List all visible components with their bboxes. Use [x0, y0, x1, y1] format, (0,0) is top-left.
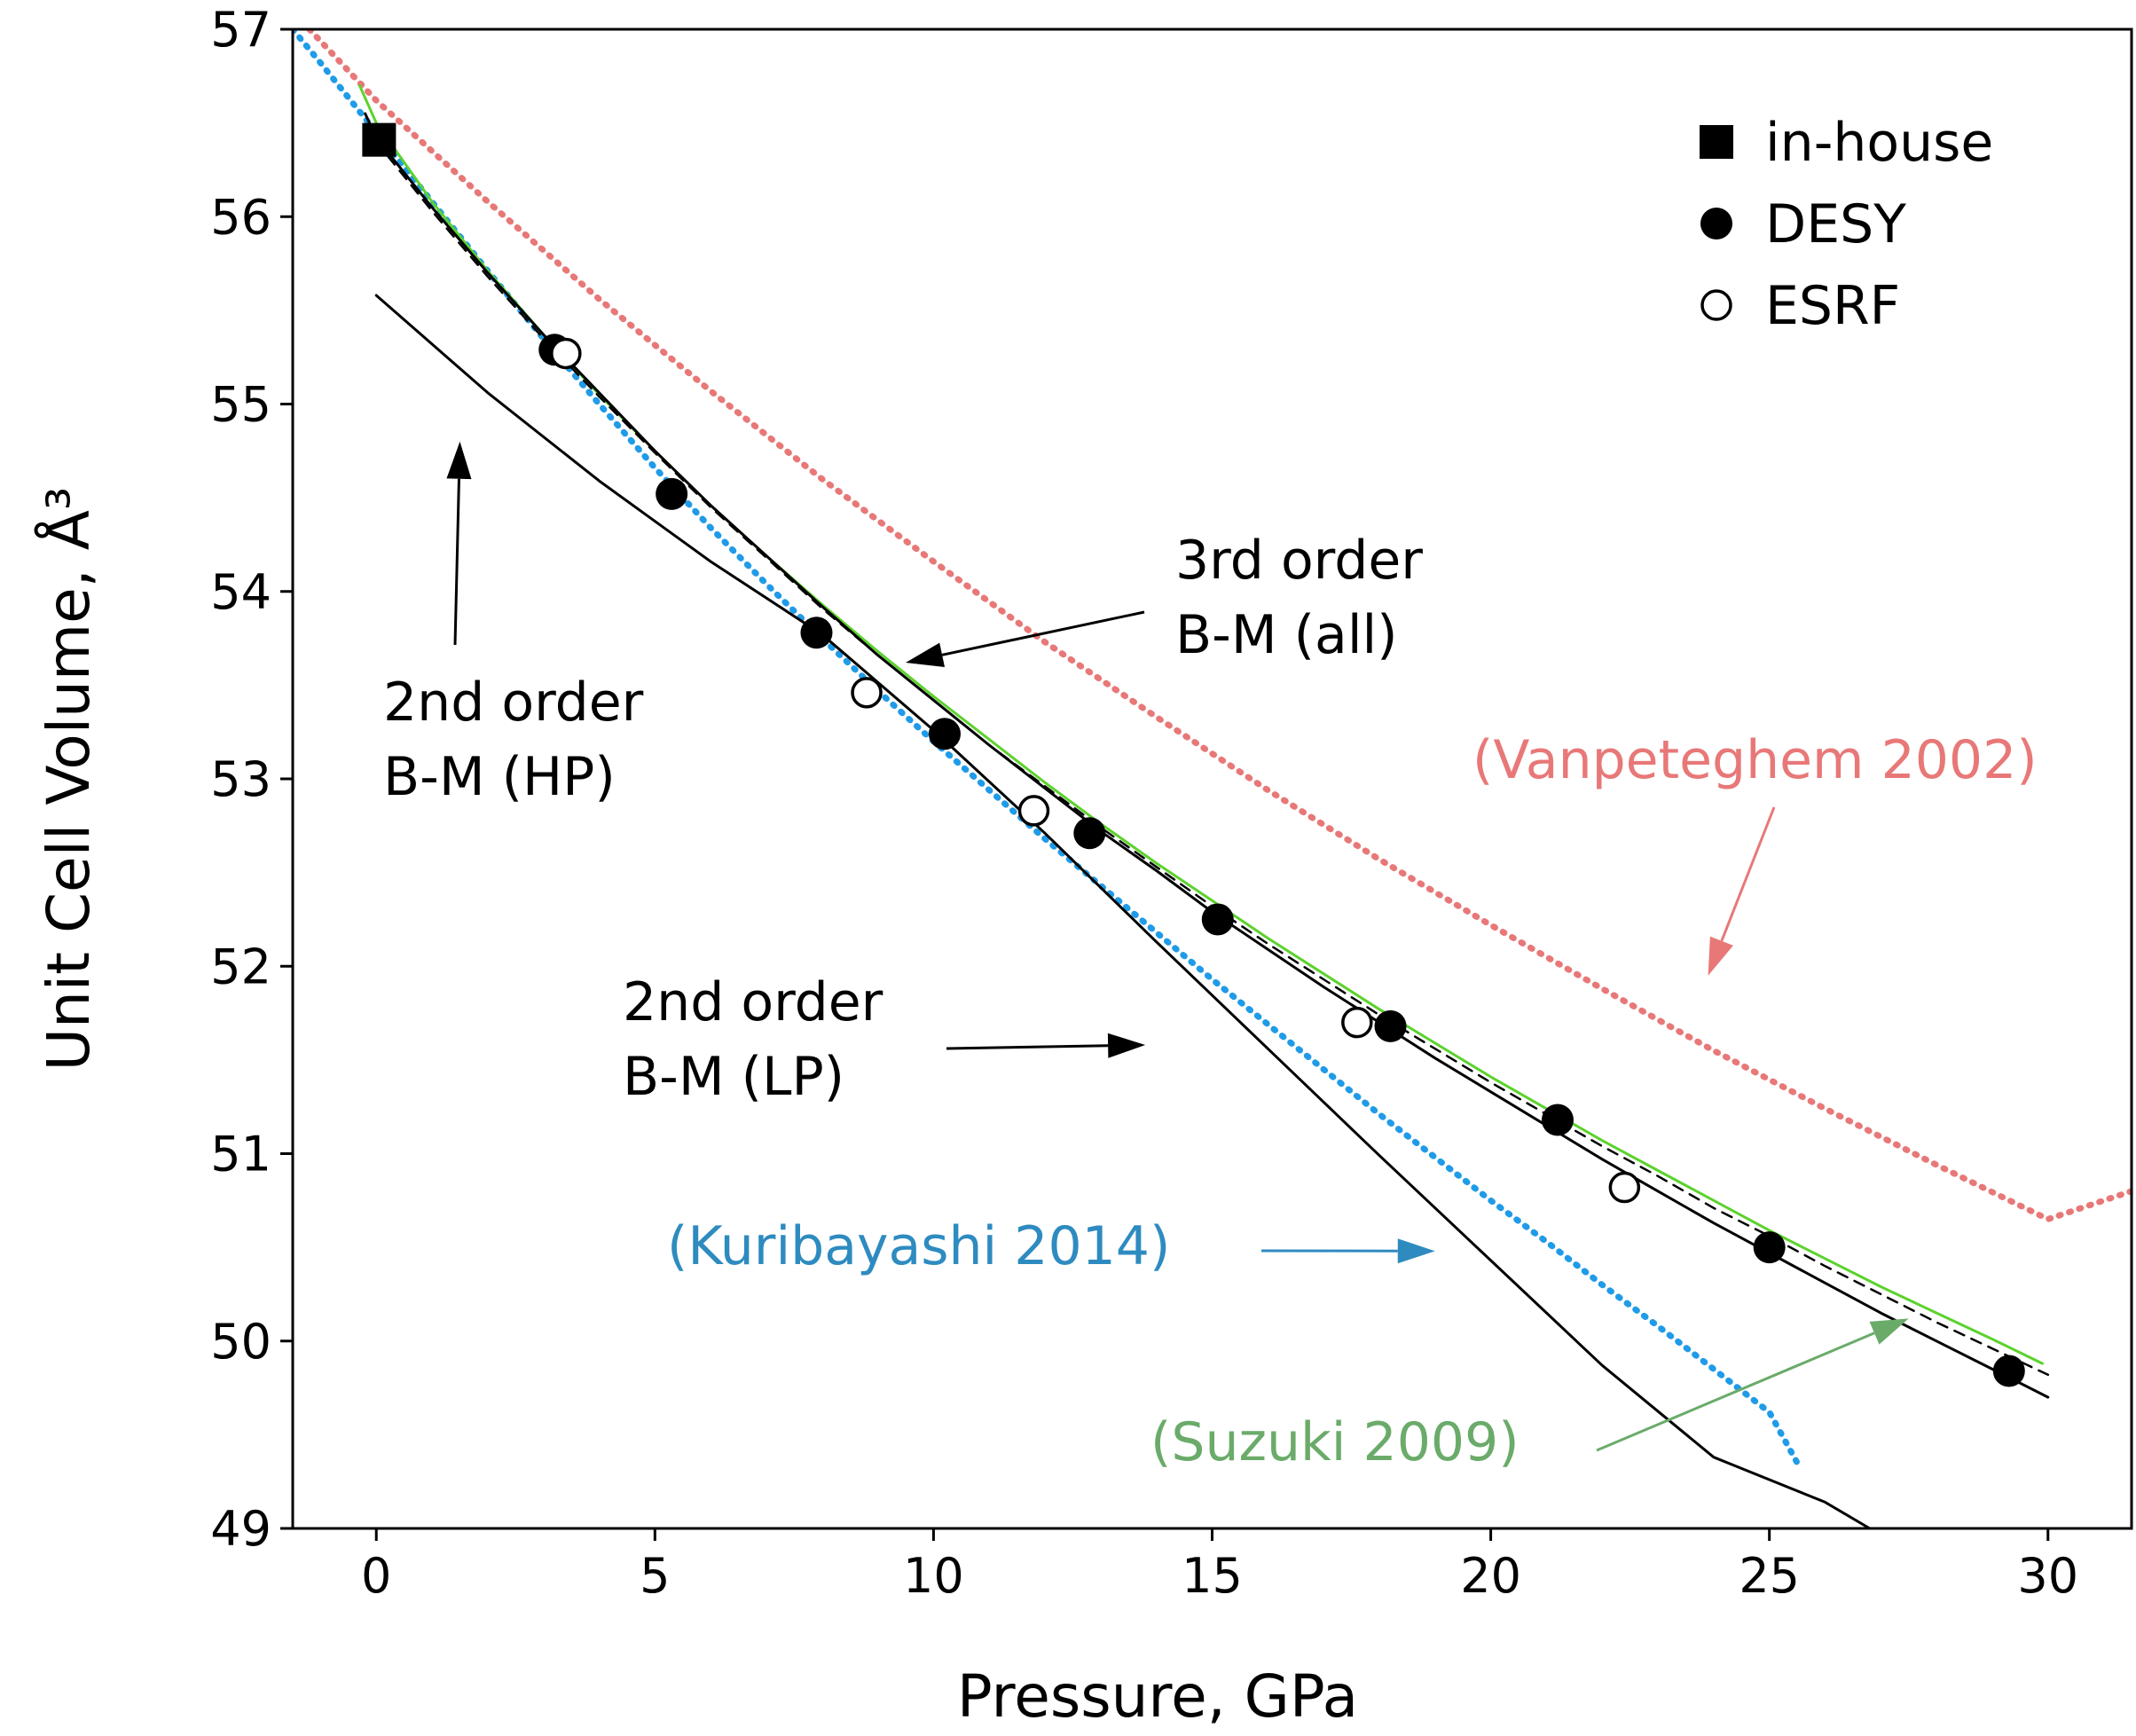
- x-tick-label: 10: [903, 1548, 964, 1604]
- annotation-text: 2nd order: [623, 971, 883, 1033]
- point-esrf: [1017, 795, 1050, 827]
- annotation-arrow-head: [906, 642, 945, 668]
- annotation-text: B-M (all): [1175, 604, 1398, 666]
- x-tick-label: 20: [1460, 1548, 1521, 1604]
- point-desy: [1541, 1104, 1574, 1136]
- annotation-arrow-line: [941, 610, 1145, 656]
- legend-marker-in-house: [1700, 125, 1733, 159]
- x-tick-label: 30: [2017, 1548, 2078, 1604]
- legend-label-desy: DESY: [1765, 193, 1906, 255]
- legend: in-house DESY ESRF: [1700, 112, 1993, 337]
- annotation-text: B-M (HP): [383, 746, 616, 808]
- point-in-house: [362, 122, 397, 157]
- point-desy: [1753, 1231, 1786, 1264]
- point-esrf: [1341, 1006, 1373, 1039]
- annotation-arrow-line: [453, 478, 460, 646]
- x-tick-label: 25: [1739, 1548, 1800, 1604]
- legend-marker-esrf: [1700, 289, 1732, 321]
- annotation-text: 3rd order: [1175, 530, 1423, 592]
- annotation-arrow-line: [1596, 1331, 1875, 1452]
- point-desy: [656, 477, 688, 510]
- x-tick-label: 5: [640, 1548, 670, 1604]
- annotation-arrow-head: [1397, 1238, 1435, 1264]
- annotation-arrow-head: [1107, 1033, 1146, 1058]
- point-desy: [1201, 903, 1234, 936]
- annotation-text: 2nd order: [383, 672, 644, 734]
- point-esrf: [550, 337, 582, 370]
- point-desy: [1992, 1355, 2025, 1387]
- annotation-arrow-line: [1720, 806, 1776, 942]
- curve-vanpeteghem-2002: [306, 29, 2132, 1222]
- y-tick-label: 51: [210, 1127, 271, 1182]
- legend-label-esrf: ESRF: [1765, 275, 1900, 337]
- x-tick-label: 0: [361, 1548, 391, 1604]
- point-esrf: [851, 677, 883, 709]
- y-axis-title: Unit Cell Volume, Å³: [35, 487, 103, 1072]
- data-points: [362, 122, 2025, 1387]
- annotation-text: (Vanpeteghem 2002): [1472, 729, 2038, 791]
- point-desy: [1073, 817, 1106, 850]
- annotation-arrow-head: [1869, 1318, 1909, 1345]
- annotation-arrow-head: [1708, 936, 1733, 976]
- x-axis-title: Pressure, GPa: [957, 1662, 1358, 1731]
- y-tick-label: 49: [210, 1501, 271, 1557]
- y-tick-label: 53: [210, 751, 271, 807]
- point-desy: [800, 617, 833, 649]
- y-tick-label: 55: [210, 377, 271, 433]
- legend-marker-desy: [1700, 208, 1732, 240]
- point-esrf: [1608, 1171, 1641, 1204]
- annotations: 3rd order B-M (all) 2nd order B-M (HP) 2nd o…: [383, 441, 2038, 1473]
- curve-2nd-order-b-m-lp: [374, 294, 1872, 1528]
- x-axis-ticks: 0 5 10 15 20 25 30: [361, 1528, 2078, 1604]
- annotation-text: (Kuribayashi 2014): [667, 1215, 1170, 1277]
- y-tick-label: 50: [210, 1314, 271, 1370]
- y-tick-label: 57: [210, 2, 271, 58]
- y-tick-label: 54: [210, 564, 271, 620]
- y-tick-label: 52: [210, 939, 271, 994]
- annotation-text: (Suzuki 2009): [1150, 1411, 1520, 1473]
- annotation-text: B-M (LP): [623, 1046, 844, 1108]
- y-tick-label: 56: [210, 189, 271, 245]
- curve-kuribayashi-2014: [293, 29, 1801, 1466]
- y-axis-ticks: 49 50 51 52 53 54 55 56 57: [210, 2, 293, 1557]
- x-tick-label: 15: [1182, 1548, 1243, 1604]
- point-desy: [1374, 1009, 1407, 1042]
- point-desy: [928, 718, 961, 750]
- annotation-arrow-head: [446, 441, 472, 480]
- legend-label-in-house: in-house: [1765, 112, 1993, 174]
- annotation-arrow-line: [946, 1044, 1109, 1050]
